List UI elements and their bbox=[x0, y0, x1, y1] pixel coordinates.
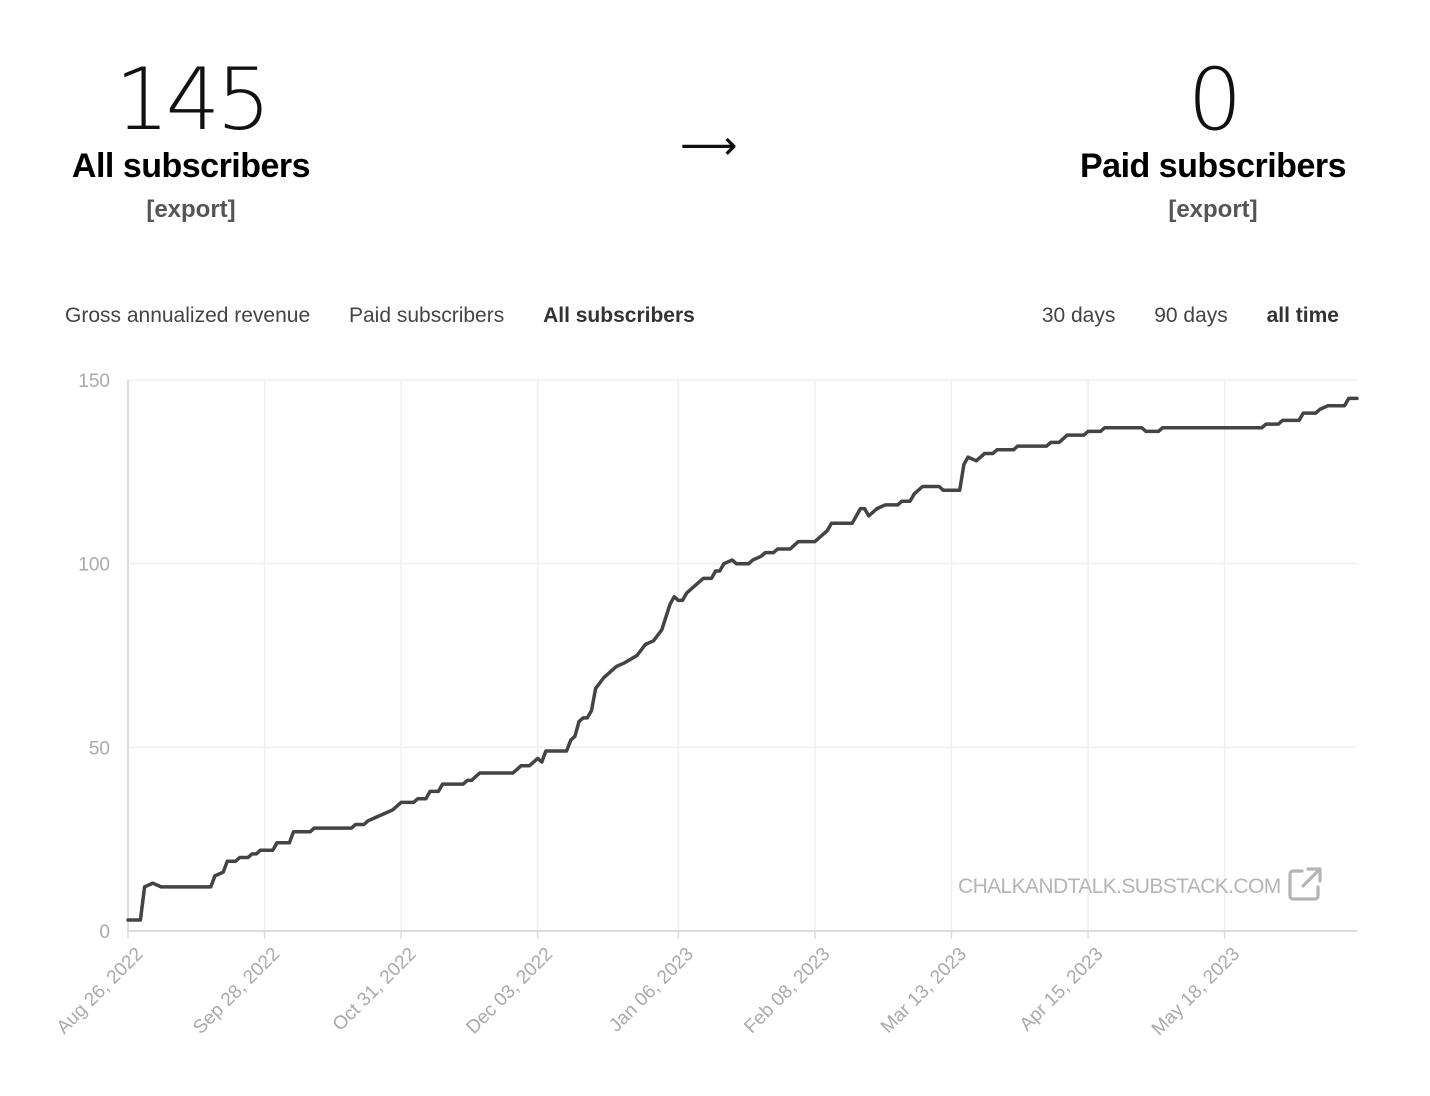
tab-paid-subscribers[interactable]: Paid subscribers bbox=[349, 304, 505, 327]
all-subscribers-stat: 145 All subscribers [export] bbox=[0, 52, 401, 224]
x-tick-label: Sep 28, 2022 bbox=[189, 944, 284, 1039]
series-line bbox=[126, 396, 1359, 922]
x-tick-label: Aug 26, 2022 bbox=[53, 944, 148, 1039]
y-tick-label: 0 bbox=[99, 922, 110, 943]
time-range-selector: 30 days 90 days all time bbox=[1009, 304, 1339, 328]
paid-subscribers-count: 0 bbox=[1187, 50, 1243, 150]
x-tick-label: Mar 13, 2023 bbox=[877, 944, 971, 1038]
paid-subscribers-stat: 0 Paid subscribers [export] bbox=[1003, 52, 1423, 224]
tab-all-subscribers[interactable]: All subscribers bbox=[543, 304, 695, 327]
y-tick-label: 100 bbox=[78, 555, 110, 576]
tab-gross-annualized-revenue[interactable]: Gross annualized revenue bbox=[65, 304, 311, 327]
x-tick-label: Dec 03, 2022 bbox=[462, 944, 557, 1039]
y-tick-label: 50 bbox=[89, 738, 110, 759]
range-all-time[interactable]: all time bbox=[1266, 304, 1339, 327]
metric-tabs: Gross annualized revenue Paid subscriber… bbox=[65, 304, 728, 328]
paid-subscribers-label: Paid subscribers bbox=[1079, 147, 1347, 185]
all-subscribers-count: 145 bbox=[114, 50, 271, 150]
range-30-days[interactable]: 30 days bbox=[1041, 304, 1116, 327]
y-tick-label: 150 bbox=[78, 371, 110, 392]
paid-subscribers-export-link[interactable]: [export] bbox=[1168, 196, 1258, 223]
x-tick-label: Apr 15, 2023 bbox=[1016, 944, 1108, 1036]
x-tick-label: May 18, 2023 bbox=[1148, 944, 1244, 1040]
all-subscribers-label: All subscribers bbox=[71, 147, 311, 185]
external-link-icon[interactable] bbox=[1287, 866, 1323, 908]
x-tick-label: Jan 06, 2023 bbox=[605, 944, 698, 1037]
all-subscribers-export-link[interactable]: [export] bbox=[146, 196, 236, 223]
range-90-days[interactable]: 90 days bbox=[1154, 304, 1228, 327]
x-tick-label: Feb 08, 2023 bbox=[740, 944, 834, 1038]
arrow-icon: ⟶ bbox=[680, 124, 738, 168]
watermark-link[interactable]: CHALKANDTALK.SUBSTACK.COM bbox=[958, 875, 1281, 898]
watermark: CHALKANDTALK.SUBSTACK.COM bbox=[958, 866, 1323, 908]
x-tick-label: Oct 31, 2022 bbox=[329, 944, 421, 1036]
